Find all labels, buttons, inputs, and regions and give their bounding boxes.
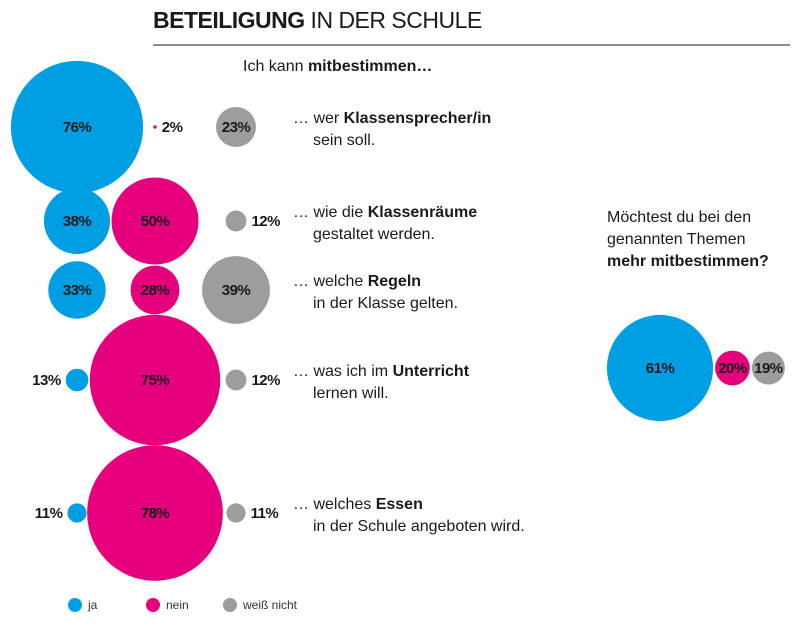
legend-marker bbox=[68, 598, 82, 612]
category-label: … was ich im Unterricht bbox=[293, 363, 470, 380]
legend-marker bbox=[223, 598, 237, 612]
legend-marker bbox=[146, 598, 160, 612]
bubble bbox=[48, 261, 106, 319]
value-label: 33% bbox=[63, 282, 92, 299]
value-label: 2% bbox=[162, 119, 183, 136]
bubble bbox=[67, 503, 87, 523]
title-rest: IN DER SCHULE bbox=[305, 7, 482, 33]
bubble bbox=[43, 187, 111, 255]
legend-label: weiß nicht bbox=[242, 598, 298, 612]
value-label: 38% bbox=[63, 213, 92, 230]
value-label: 11% bbox=[35, 505, 63, 522]
category-label: in der Klasse gelten. bbox=[313, 295, 458, 312]
bubble bbox=[111, 177, 199, 265]
bubble bbox=[225, 210, 247, 232]
bubble bbox=[225, 369, 247, 391]
category-label: … welche Regeln bbox=[293, 273, 421, 290]
value-label: 13% bbox=[32, 372, 61, 389]
bubble bbox=[89, 314, 221, 446]
bubble bbox=[215, 106, 257, 148]
bubble bbox=[65, 368, 89, 392]
value-label: 28% bbox=[141, 282, 170, 299]
question-text: genannten Themen bbox=[607, 231, 745, 248]
bubble bbox=[715, 350, 750, 386]
category-label: lernen will. bbox=[313, 385, 389, 402]
value-label: 75% bbox=[141, 372, 170, 389]
question-text: Möchtest du bei den bbox=[607, 209, 751, 226]
bubble bbox=[751, 351, 785, 385]
value-label: 61% bbox=[646, 360, 675, 377]
category-label: in der Schule angeboten wird. bbox=[313, 518, 525, 535]
value-label: 78% bbox=[141, 505, 170, 522]
subtitle: Ich kann mitbestimmen… bbox=[243, 58, 432, 75]
bubble bbox=[226, 503, 246, 523]
title-bold: BETEILIGUNG bbox=[153, 7, 305, 33]
category-text: … welche bbox=[293, 273, 368, 290]
value-label: 12% bbox=[251, 372, 280, 389]
bubble bbox=[202, 256, 270, 324]
bubble bbox=[153, 125, 157, 129]
bubble bbox=[87, 445, 223, 581]
category-bold: Essen bbox=[376, 496, 423, 513]
category-label: … wie die Klassenräume bbox=[293, 204, 477, 221]
question-bold: mehr mitbestimmen? bbox=[607, 253, 769, 270]
title: BETEILIGUNG IN DER SCHULE bbox=[153, 7, 482, 33]
category-bold: Unterricht bbox=[393, 363, 470, 380]
legend-label: nein bbox=[166, 598, 189, 612]
value-label: 11% bbox=[251, 505, 279, 522]
legend-label: ja bbox=[87, 598, 98, 612]
category-text: … wer bbox=[293, 110, 344, 127]
category-text: … welches bbox=[293, 496, 376, 513]
value-label: 20% bbox=[718, 360, 747, 377]
category-label: … wer Klassensprecher/in bbox=[293, 110, 491, 127]
value-label: 12% bbox=[251, 213, 280, 230]
value-label: 19% bbox=[754, 360, 783, 377]
category-label: gestaltet werden. bbox=[313, 226, 435, 243]
category-label: … welches Essen bbox=[293, 496, 423, 513]
category-bold: Regeln bbox=[368, 273, 421, 290]
category-text: … was ich im bbox=[293, 363, 393, 380]
bubble bbox=[10, 60, 144, 194]
category-bold: Klassensprecher/in bbox=[344, 110, 492, 127]
value-label: 23% bbox=[222, 119, 251, 136]
bubble bbox=[130, 265, 180, 315]
value-label: 50% bbox=[141, 213, 170, 230]
bubble bbox=[606, 314, 714, 422]
subtitle-text: Ich kann bbox=[243, 58, 308, 75]
subtitle-bold: mitbestimmen… bbox=[308, 58, 432, 75]
value-label: 76% bbox=[63, 119, 92, 136]
category-label: sein soll. bbox=[313, 132, 375, 149]
value-label: 39% bbox=[222, 282, 251, 299]
category-bold: Klassenräume bbox=[368, 204, 477, 221]
category-text: … wie die bbox=[293, 204, 368, 221]
